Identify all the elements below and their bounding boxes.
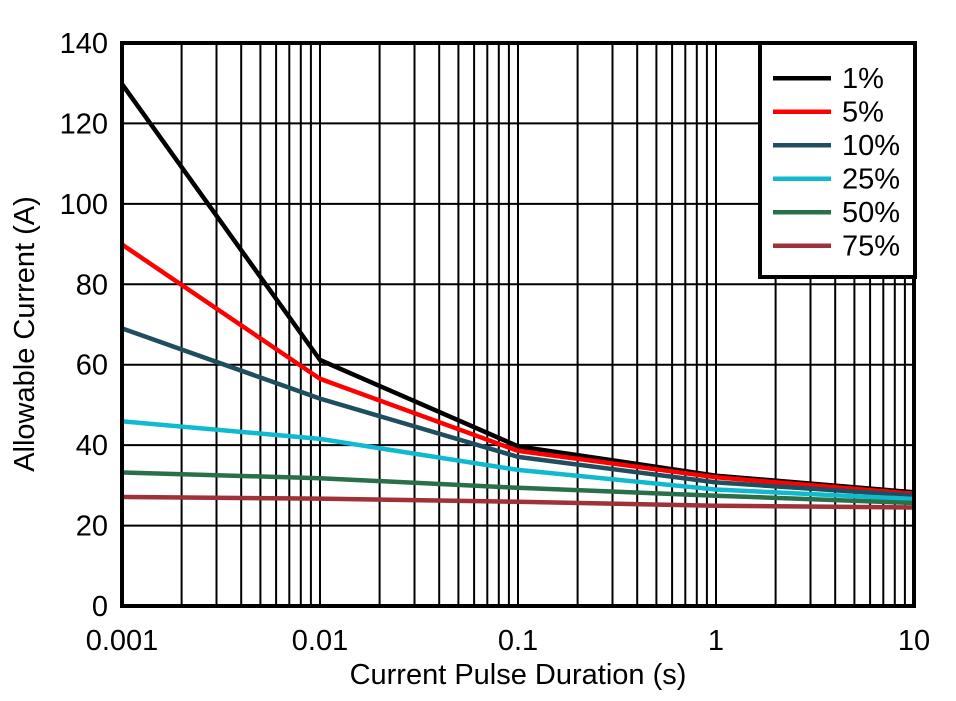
svg-text:0: 0 [92,591,108,623]
svg-text:0.001: 0.001 [86,625,159,657]
svg-text:40: 40 [76,430,108,462]
svg-text:20: 20 [76,511,108,543]
svg-text:10: 10 [898,625,930,657]
svg-text:5%: 5% [842,97,884,129]
svg-text:Allowable Current (A): Allowable Current (A) [9,196,41,472]
svg-text:60: 60 [76,350,108,382]
svg-text:1: 1 [708,625,724,657]
svg-text:25%: 25% [842,164,900,196]
svg-text:Current Pulse Duration (s): Current Pulse Duration (s) [350,659,687,691]
svg-text:80: 80 [76,269,108,301]
svg-text:0.1: 0.1 [498,625,538,657]
svg-text:0.01: 0.01 [292,625,348,657]
svg-text:50%: 50% [842,197,900,229]
svg-text:1%: 1% [842,63,884,95]
svg-text:120: 120 [60,108,108,140]
svg-text:10%: 10% [842,130,900,162]
svg-text:100: 100 [60,189,108,221]
svg-text:140: 140 [60,28,108,60]
svg-text:75%: 75% [842,231,900,263]
